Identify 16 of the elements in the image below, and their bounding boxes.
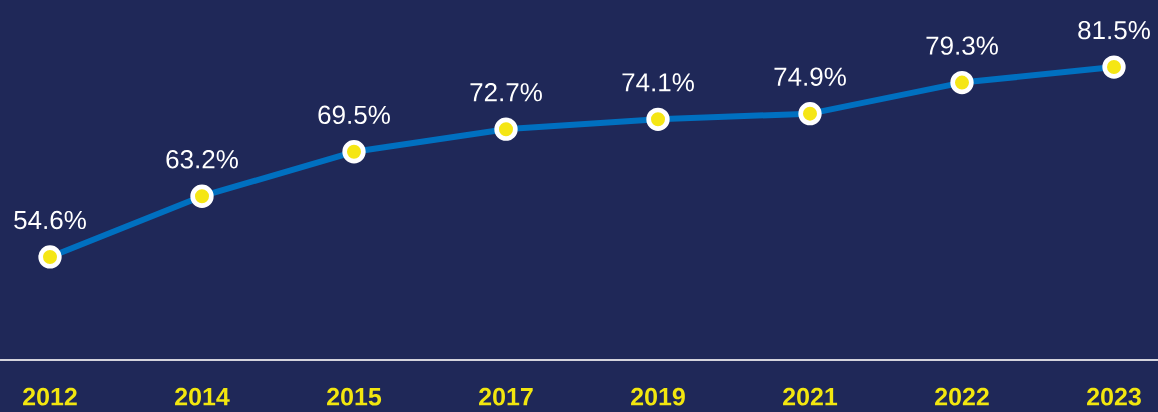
data-label: 69.5% bbox=[318, 105, 390, 125]
data-label: 81.5% bbox=[1078, 20, 1150, 40]
x-tick-label: 2017 bbox=[479, 387, 533, 406]
data-label: 79.3% bbox=[926, 36, 998, 55]
x-tick-label: 2015 bbox=[327, 387, 382, 406]
data-label: 74.9% bbox=[774, 67, 846, 86]
x-tick-label: 2021 bbox=[783, 387, 838, 406]
x-tick-label: 2014 bbox=[175, 387, 230, 406]
data-label: 74.1% bbox=[622, 73, 694, 92]
data-label: 54.6% bbox=[14, 210, 86, 230]
x-tick-label: 2012 bbox=[23, 387, 77, 406]
data-label: 63.2% bbox=[166, 150, 238, 169]
x-tick-label: 2019 bbox=[631, 387, 685, 406]
data-label: 72.7% bbox=[470, 83, 542, 102]
x-tick-label: 2023 bbox=[1087, 387, 1141, 406]
x-tick-label: 2022 bbox=[935, 387, 989, 406]
